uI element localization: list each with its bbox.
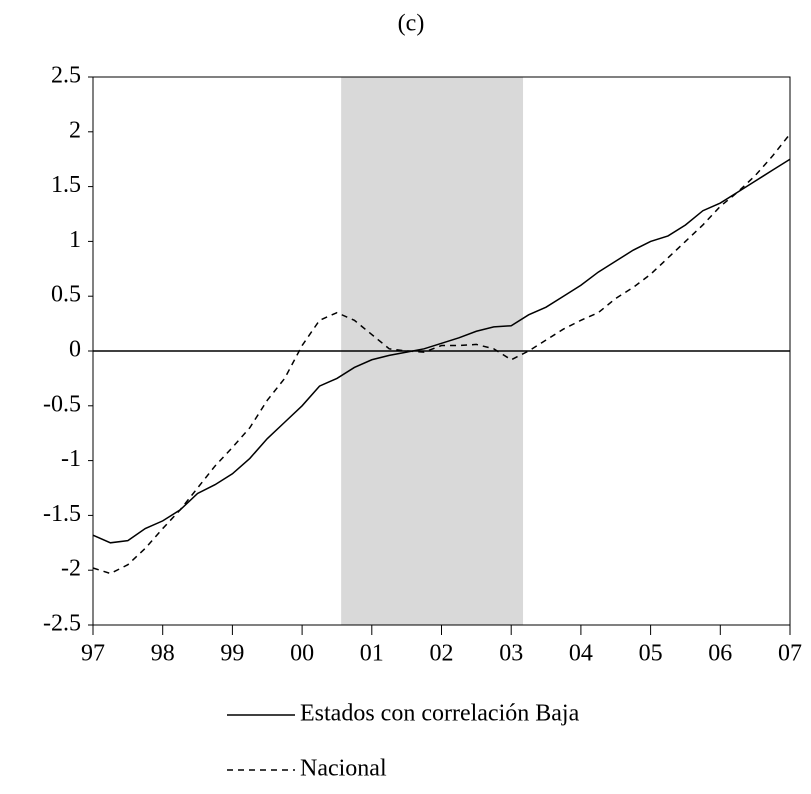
x-tick-label: 98 <box>151 641 175 667</box>
x-tick-label: 03 <box>499 641 523 667</box>
x-tick-label: 99 <box>220 641 244 667</box>
legend-label: Estados con correlación Baja <box>300 701 580 727</box>
y-tick-label: 2 <box>69 117 81 143</box>
x-tick-label: 02 <box>430 641 454 667</box>
y-tick-label: 0 <box>69 337 81 363</box>
y-tick-label: -1 <box>61 446 81 472</box>
x-tick-label: 05 <box>639 641 663 667</box>
x-tick-label: 07 <box>778 641 802 667</box>
y-tick-label: 0.5 <box>51 282 81 308</box>
x-tick-label: 04 <box>569 641 593 667</box>
y-tick-label: 2.5 <box>51 63 81 89</box>
y-tick-label: -2.5 <box>43 611 81 637</box>
chart-title: (c) <box>398 11 425 37</box>
series-line <box>92 133 791 575</box>
y-tick-label: 1 <box>69 227 81 253</box>
x-tick-label: 01 <box>360 641 384 667</box>
legend-label: Nacional <box>300 756 387 782</box>
y-tick-label: -0.5 <box>43 391 81 417</box>
y-tick-label: 1.5 <box>51 172 81 198</box>
x-tick-label: 97 <box>81 641 105 667</box>
x-tick-label: 00 <box>290 641 314 667</box>
series-line <box>92 158 791 544</box>
y-tick-label: -2 <box>61 556 81 582</box>
x-tick-label: 06 <box>708 641 732 667</box>
y-tick-label: -1.5 <box>43 501 81 527</box>
